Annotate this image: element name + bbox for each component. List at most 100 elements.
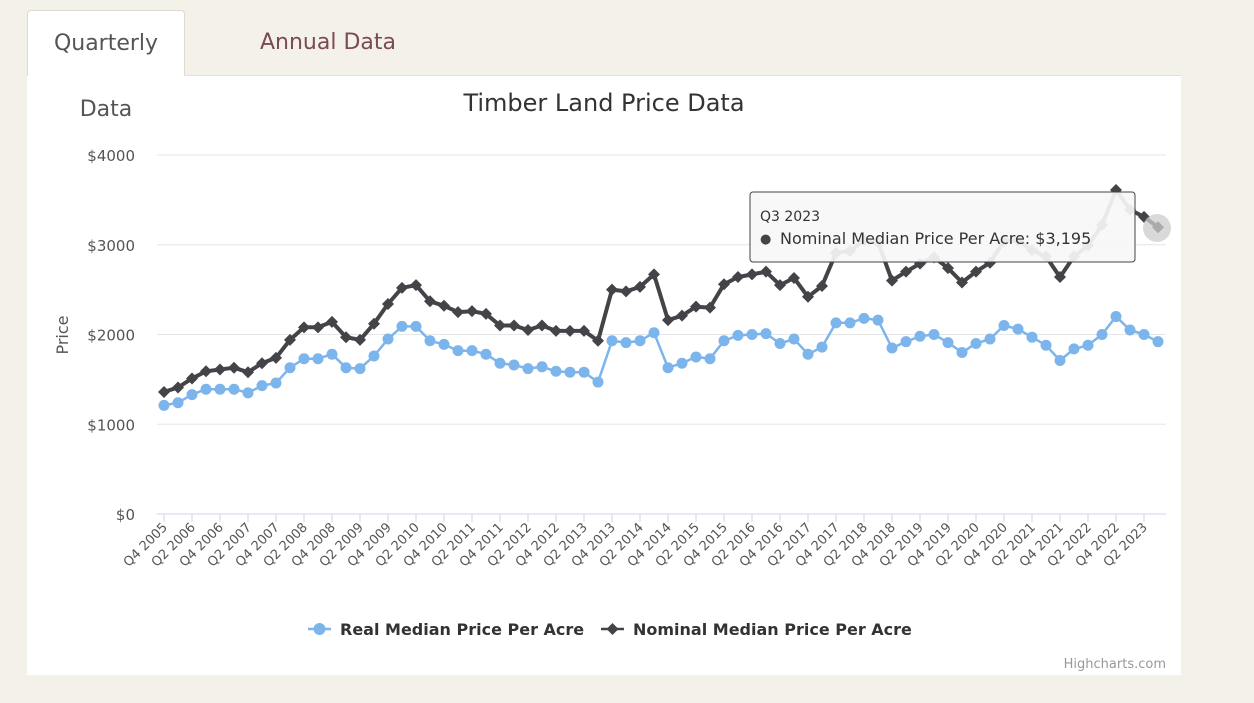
data-point[interactable]	[158, 385, 170, 398]
data-point[interactable]	[158, 399, 170, 411]
data-point[interactable]	[718, 335, 730, 347]
data-point[interactable]	[564, 366, 576, 378]
data-point[interactable]	[382, 333, 394, 345]
data-point[interactable]	[676, 309, 688, 322]
data-point[interactable]	[998, 320, 1010, 332]
data-point[interactable]	[242, 366, 254, 379]
data-point[interactable]	[606, 335, 618, 347]
data-point[interactable]	[956, 276, 968, 289]
data-point[interactable]	[1138, 329, 1150, 340]
data-point[interactable]	[354, 333, 366, 346]
data-point[interactable]	[368, 317, 380, 330]
data-point[interactable]	[340, 362, 352, 374]
data-point[interactable]	[704, 301, 716, 314]
data-point[interactable]	[214, 363, 226, 376]
data-point[interactable]	[326, 348, 338, 360]
data-point[interactable]	[746, 329, 758, 340]
data-point[interactable]	[438, 299, 450, 312]
data-point[interactable]	[634, 280, 646, 293]
data-point[interactable]	[1082, 339, 1094, 351]
data-point[interactable]	[984, 333, 996, 345]
data-point[interactable]	[284, 333, 296, 346]
data-point[interactable]	[1026, 331, 1038, 343]
data-point[interactable]	[970, 265, 982, 278]
data-point[interactable]	[228, 383, 240, 395]
data-point[interactable]	[620, 285, 632, 298]
data-point[interactable]	[466, 305, 478, 318]
data-point[interactable]	[662, 362, 674, 374]
data-point[interactable]	[508, 359, 520, 371]
data-point[interactable]	[1012, 323, 1024, 335]
data-point[interactable]	[676, 357, 688, 369]
data-point[interactable]	[634, 335, 646, 347]
data-point[interactable]	[424, 295, 436, 308]
data-point[interactable]	[466, 345, 478, 357]
data-point[interactable]	[732, 329, 744, 341]
data-point[interactable]	[886, 342, 898, 354]
data-point[interactable]	[200, 383, 212, 395]
data-point[interactable]	[410, 320, 422, 332]
data-point[interactable]	[732, 271, 744, 284]
legend-item-nominal[interactable]: Nominal Median Price Per Acre	[601, 620, 912, 639]
data-point[interactable]	[830, 317, 842, 329]
data-point[interactable]	[816, 341, 828, 353]
tab-annual-data[interactable]: Annual Data	[260, 30, 396, 55]
data-point[interactable]	[788, 271, 800, 284]
data-point[interactable]	[942, 262, 954, 275]
data-point[interactable]	[564, 324, 576, 337]
data-point[interactable]	[592, 334, 604, 347]
data-point[interactable]	[704, 353, 716, 365]
data-point[interactable]	[186, 372, 198, 385]
data-point[interactable]	[592, 376, 604, 388]
data-point[interactable]	[312, 321, 324, 334]
data-point[interactable]	[886, 274, 898, 287]
data-point[interactable]	[1096, 329, 1108, 340]
data-point[interactable]	[452, 345, 464, 357]
data-point[interactable]	[746, 268, 758, 281]
data-point[interactable]	[536, 319, 548, 332]
data-point[interactable]	[298, 353, 310, 365]
data-point[interactable]	[1040, 339, 1052, 351]
data-point[interactable]	[494, 357, 506, 369]
data-point[interactable]	[172, 397, 184, 409]
data-point[interactable]	[872, 314, 884, 326]
data-point[interactable]	[760, 265, 772, 278]
data-point[interactable]	[382, 297, 394, 310]
credits-link[interactable]: Highcharts.com	[1064, 657, 1166, 672]
data-point[interactable]	[172, 381, 184, 394]
data-point[interactable]	[718, 278, 730, 291]
data-point[interactable]	[858, 312, 870, 324]
data-point[interactable]	[368, 350, 380, 362]
data-point[interactable]	[942, 337, 954, 349]
data-point[interactable]	[242, 387, 254, 399]
data-point[interactable]	[620, 337, 632, 349]
data-point[interactable]	[438, 338, 450, 350]
data-point[interactable]	[186, 389, 198, 401]
data-point[interactable]	[928, 329, 940, 340]
data-point[interactable]	[816, 280, 828, 293]
data-point[interactable]	[550, 324, 562, 337]
data-point[interactable]	[424, 335, 436, 347]
data-point[interactable]	[900, 265, 912, 278]
data-point[interactable]	[256, 357, 268, 370]
data-point[interactable]	[326, 315, 338, 328]
data-point[interactable]	[774, 337, 786, 349]
data-point[interactable]	[1110, 311, 1122, 323]
data-point[interactable]	[690, 300, 702, 313]
data-point[interactable]	[214, 383, 226, 395]
data-point[interactable]	[1068, 343, 1080, 355]
data-point[interactable]	[1054, 271, 1066, 284]
data-point[interactable]	[480, 307, 492, 320]
data-point[interactable]	[354, 363, 366, 375]
data-point[interactable]	[536, 361, 548, 373]
data-point[interactable]	[550, 365, 562, 377]
data-point[interactable]	[760, 328, 772, 340]
data-point[interactable]	[270, 351, 282, 364]
data-point[interactable]	[200, 365, 212, 378]
data-point[interactable]	[648, 268, 660, 281]
data-point[interactable]	[312, 353, 324, 365]
data-point[interactable]	[578, 366, 590, 378]
data-point[interactable]	[270, 377, 282, 389]
data-point[interactable]	[648, 327, 660, 339]
series-real-median-price[interactable]	[158, 311, 1164, 411]
